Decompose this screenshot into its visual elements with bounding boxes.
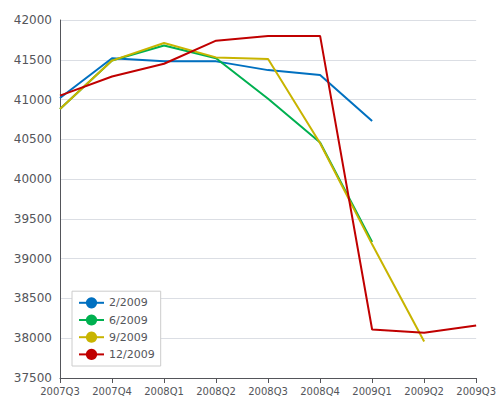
svg-text:40000: 40000 <box>14 172 52 186</box>
svg-text:2009Q3: 2009Q3 <box>456 386 496 397</box>
svg-text:2008Q2: 2008Q2 <box>196 386 236 397</box>
svg-text:39500: 39500 <box>14 212 52 226</box>
svg-text:2/2009: 2/2009 <box>109 296 148 309</box>
svg-text:2008Q1: 2008Q1 <box>144 386 184 397</box>
svg-text:2008Q3: 2008Q3 <box>248 386 288 397</box>
svg-text:2009Q1: 2009Q1 <box>352 386 392 397</box>
svg-text:39000: 39000 <box>14 252 52 266</box>
svg-text:9/2009: 9/2009 <box>109 331 148 344</box>
svg-text:40500: 40500 <box>14 132 52 146</box>
svg-text:42000: 42000 <box>14 13 52 27</box>
svg-text:37500: 37500 <box>14 371 52 385</box>
svg-text:41000: 41000 <box>14 93 52 107</box>
svg-text:41500: 41500 <box>14 53 52 67</box>
svg-text:2007Q3: 2007Q3 <box>40 386 80 397</box>
svg-text:12/2009: 12/2009 <box>109 348 155 361</box>
svg-text:38500: 38500 <box>14 291 52 305</box>
svg-text:38000: 38000 <box>14 331 52 345</box>
svg-text:2009Q2: 2009Q2 <box>404 386 444 397</box>
svg-text:2007Q4: 2007Q4 <box>92 386 132 397</box>
svg-text:6/2009: 6/2009 <box>109 314 148 327</box>
svg-text:2008Q4: 2008Q4 <box>300 386 340 397</box>
